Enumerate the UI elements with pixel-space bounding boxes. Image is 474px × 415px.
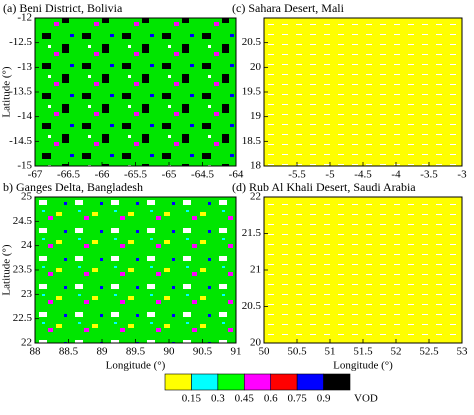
y-tick-label: 18.5 bbox=[242, 135, 262, 147]
x-tick-label: -3 bbox=[457, 169, 467, 181]
x-tick-label: 90.5 bbox=[193, 346, 213, 358]
y-tick-label: 23 bbox=[21, 288, 33, 300]
x-axis-label: Longitude (°) bbox=[333, 360, 393, 372]
x-tick-label: 90 bbox=[164, 346, 176, 358]
x-tick-label: 53 bbox=[457, 346, 469, 358]
x-tick-label: -66.5 bbox=[57, 169, 80, 181]
colorbar-tick-label: 0.45 bbox=[235, 393, 255, 405]
colorbar-swatch bbox=[296, 373, 324, 391]
y-tick-label: 22.5 bbox=[13, 312, 33, 324]
x-tick-label: -4.5 bbox=[354, 169, 372, 181]
colorbar-swatch bbox=[164, 373, 192, 391]
x-tick-label: 51.5 bbox=[353, 346, 373, 358]
x-tick-label: -66 bbox=[95, 169, 110, 181]
y-tick-label: 24 bbox=[21, 239, 33, 251]
x-tick-label: 52.5 bbox=[419, 346, 439, 358]
y-tick-label: -12 bbox=[17, 12, 32, 24]
x-tick-label: -67 bbox=[28, 169, 43, 181]
x-tick-label: 88.5 bbox=[59, 346, 79, 358]
y-tick-label: 23.5 bbox=[13, 264, 33, 276]
panel-title: (c) Sahara Desert, Mali bbox=[232, 1, 345, 15]
colorbar-swatch bbox=[323, 373, 351, 391]
colorbar-tick-label: 0.15 bbox=[182, 393, 202, 405]
y-tick-label: -13.5 bbox=[9, 86, 32, 98]
y-tick-label: -13 bbox=[17, 61, 32, 73]
y-tick-label: 20.5 bbox=[242, 36, 262, 48]
x-tick-label: -65.5 bbox=[124, 169, 147, 181]
x-tick-label: -5.5 bbox=[288, 169, 306, 181]
x-tick-label: 52 bbox=[391, 346, 402, 358]
x-tick-label: 50.5 bbox=[287, 346, 307, 358]
map-image bbox=[264, 18, 462, 166]
x-tick-label: -64 bbox=[229, 169, 244, 181]
colorbar-label: VOD bbox=[354, 393, 378, 405]
y-tick-label: 20 bbox=[250, 61, 262, 73]
x-tick-label: -65 bbox=[162, 169, 177, 181]
y-tick-label: -14.5 bbox=[9, 135, 32, 147]
y-tick-label: 21.5 bbox=[242, 227, 262, 239]
colorbar-swatch bbox=[243, 373, 272, 391]
x-axis-label: Longitude (°) bbox=[106, 360, 166, 372]
y-tick-label: 21 bbox=[250, 264, 261, 276]
colorbar-tick-label: 0.6 bbox=[264, 393, 278, 405]
y-tick-label: -14 bbox=[17, 110, 32, 122]
y-tick-label: -15 bbox=[17, 160, 32, 172]
panel-title: (a) Beni District, Bolivia bbox=[3, 1, 123, 15]
y-tick-label: 22 bbox=[21, 337, 32, 349]
map-image bbox=[35, 18, 236, 166]
panel-title: (d) Rub Al Khali Desert, Saudi Arabia bbox=[232, 180, 416, 194]
x-tick-label: 89.5 bbox=[126, 346, 146, 358]
x-tick-label: 51 bbox=[325, 346, 336, 358]
y-tick-label: 20.5 bbox=[242, 300, 262, 312]
panel-title: b) Ganges Delta, Bangladesh bbox=[3, 180, 143, 194]
y-tick-label: -12.5 bbox=[9, 36, 32, 48]
x-tick-label: -3.5 bbox=[420, 169, 438, 181]
y-tick-label: 24.5 bbox=[13, 215, 33, 227]
x-tick-label: -5 bbox=[325, 169, 335, 181]
x-tick-label: -64.5 bbox=[191, 169, 214, 181]
colorbar-tick-label: 0.75 bbox=[288, 393, 308, 405]
y-axis-label: Latitude (°) bbox=[1, 66, 13, 117]
y-tick-label: 20 bbox=[250, 337, 262, 349]
colorbar-tick-label: 0.9 bbox=[317, 393, 331, 405]
y-axis-label: Latitude (°) bbox=[1, 244, 13, 295]
colorbar-tick-label: 0.3 bbox=[211, 393, 225, 405]
colorbar-swatch bbox=[217, 373, 245, 391]
y-tick-label: 25 bbox=[21, 191, 33, 203]
map-image bbox=[35, 197, 236, 343]
x-tick-label: 91 bbox=[231, 346, 242, 358]
y-tick-label: 22 bbox=[250, 191, 261, 203]
y-tick-label: 19 bbox=[250, 110, 262, 122]
x-tick-label: 88 bbox=[30, 346, 42, 358]
map-image bbox=[264, 197, 462, 343]
colorbar-swatch bbox=[191, 373, 219, 391]
x-tick-label: 89 bbox=[97, 346, 109, 358]
y-tick-label: 19.5 bbox=[242, 86, 262, 98]
x-tick-label: -4 bbox=[391, 169, 401, 181]
y-tick-label: 18 bbox=[250, 160, 262, 172]
x-tick-label: 50 bbox=[259, 346, 271, 358]
colorbar-swatch bbox=[270, 373, 298, 391]
